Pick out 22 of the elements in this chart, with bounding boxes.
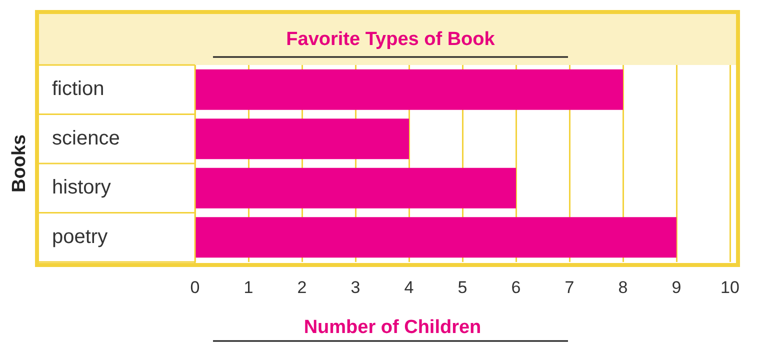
x-tick-label: 1: [244, 278, 254, 297]
x-tick-label: 7: [564, 278, 574, 297]
bar: [196, 168, 516, 208]
bar: [196, 69, 623, 110]
y-tick-label: fiction: [52, 78, 104, 100]
x-tick-label: 10: [720, 278, 740, 297]
x-tick-label: 6: [511, 278, 521, 297]
y-tick-label: science: [52, 127, 120, 150]
x-tick-label: 5: [458, 278, 468, 297]
bar: [196, 118, 409, 160]
y-tick-label: poetry: [52, 226, 108, 248]
x-tick-label: 9: [672, 278, 682, 297]
x-tick-label: 2: [297, 278, 307, 297]
x-tick-label: 3: [350, 278, 360, 297]
x-tick-label: 4: [404, 278, 414, 297]
x-axis-title: Number of Children: [304, 317, 482, 338]
x-tick-label: 8: [618, 278, 628, 297]
y-axis-title: Books: [9, 134, 30, 193]
bar: [196, 217, 676, 258]
y-tick-label: history: [52, 176, 111, 199]
chart-title: Favorite Types of Book: [286, 29, 496, 50]
x-tick-label: 0: [190, 278, 200, 297]
